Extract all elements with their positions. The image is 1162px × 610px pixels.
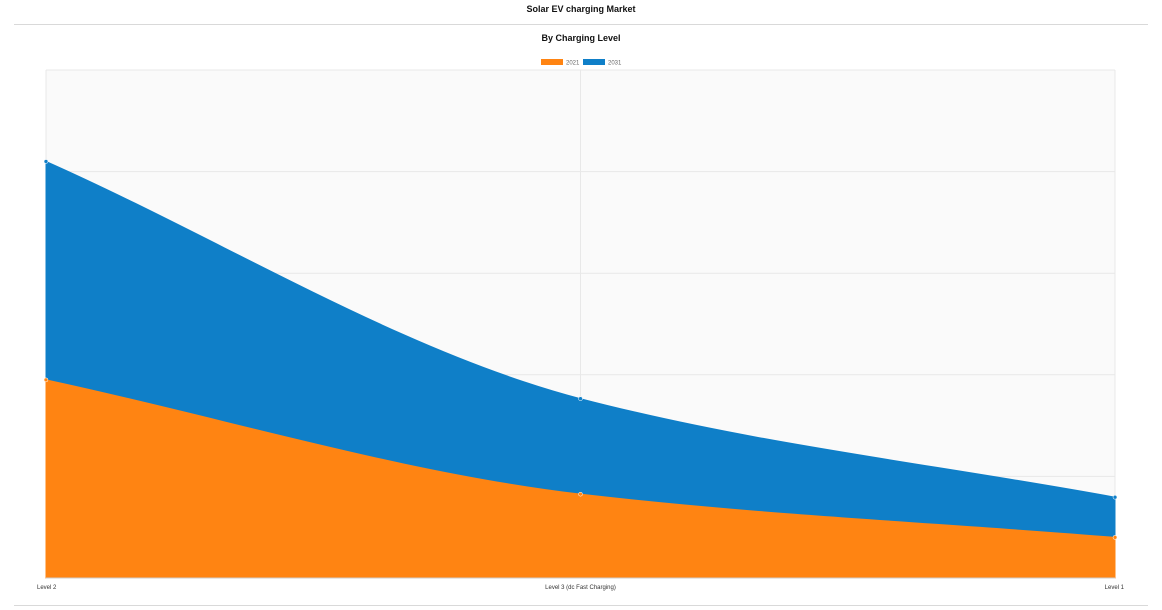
page-title: Solar EV charging Market [526,4,636,14]
title-divider [14,24,1148,25]
legend-item-2031[interactable]: 2031 [583,59,622,67]
data-point-2021-0[interactable] [43,377,49,383]
data-point-2031-2[interactable] [1112,494,1118,500]
legend-label-2021: 2021 [566,61,580,67]
legend-label-2031: 2031 [608,61,622,67]
chart-title: By Charging Level [541,33,620,43]
x-tick-label: Level 3 (dc Fast Charging) [545,585,616,591]
legend: 2021 2031 [541,59,622,67]
x-axis-ticks: Level 2 Level 3 (dc Fast Charging) Level 1 [37,585,1125,591]
data-point-2021-2[interactable] [1112,535,1118,540]
data-point-2031-0[interactable] [43,159,49,164]
x-tick-label: Level 2 [37,585,57,591]
chart-points [43,159,1118,540]
x-tick-label: Level 1 [1105,585,1125,591]
legend-swatch-2021 [541,59,563,65]
data-point-2021-1[interactable] [578,491,583,497]
legend-item-2021[interactable]: 2021 [541,59,580,67]
bottom-divider [14,605,1148,606]
area-series-2021[interactable] [45,379,1116,579]
legend-swatch-2031 [583,59,605,65]
data-point-2031-1[interactable] [578,396,583,401]
